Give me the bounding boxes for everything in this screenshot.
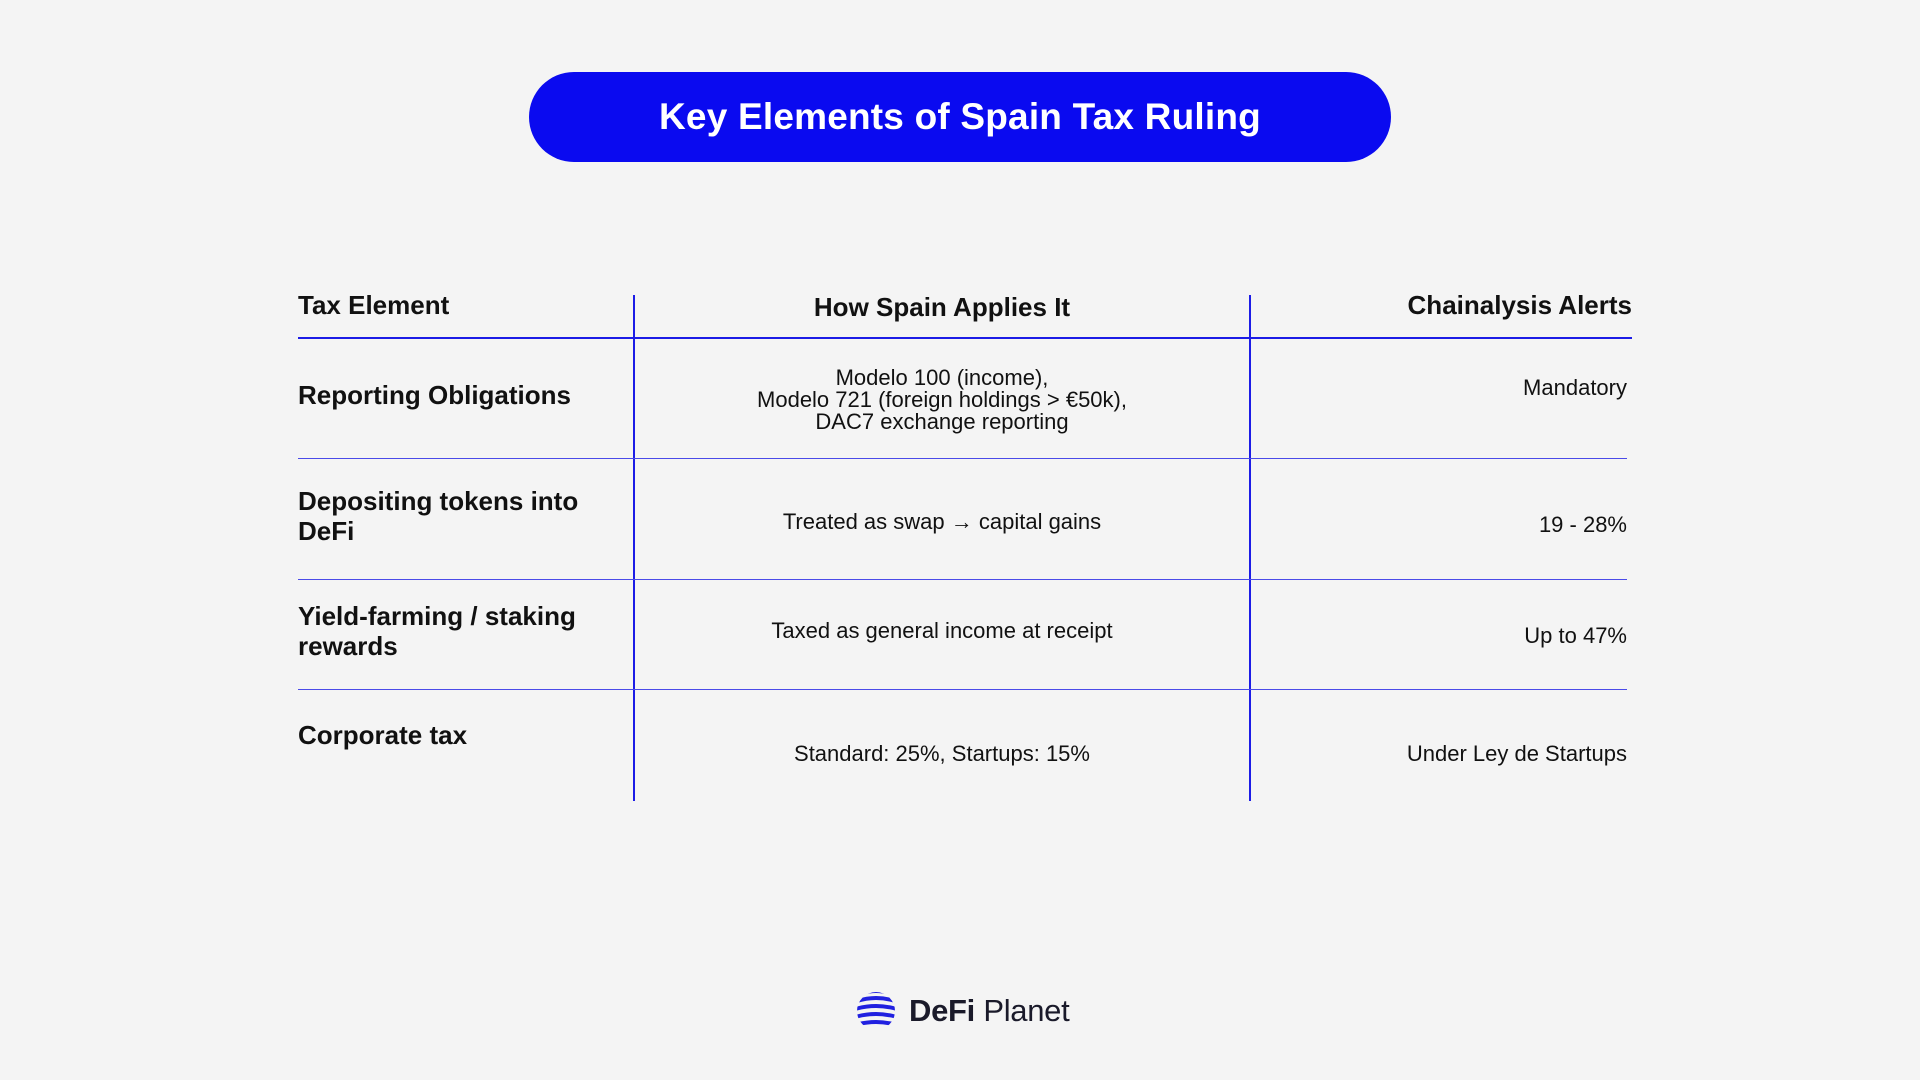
- row-3-application: Taxed as general income at receipt: [771, 618, 1113, 643]
- column-divider-1: [633, 295, 635, 801]
- row-1-application-line-2: Modelo 721 (foreign holdings > €50k),: [757, 387, 1127, 412]
- row-divider-3: [298, 689, 1627, 690]
- row-2-element-line-2: DeFi: [298, 516, 355, 546]
- row-3-element: Yield-farming / staking rewards: [298, 601, 576, 661]
- logo-wordmark: DeFi Planet: [909, 993, 1070, 1029]
- row-3-element-line-2: rewards: [298, 631, 398, 661]
- header-chainalysis-alerts: Chainalysis Alerts: [1407, 290, 1632, 320]
- row-2-application: Treated as swap → capital gains: [782, 509, 1102, 534]
- row-3-alert: Up to 47%: [1524, 623, 1627, 648]
- row-1-application-line-3: DAC7 exchange reporting: [815, 409, 1069, 434]
- row-4-alert: Under Ley de Startups: [1406, 741, 1627, 766]
- row-1-application-line-1: Modelo 100 (income),: [835, 365, 1049, 390]
- page-title: Key Elements of Spain Tax Ruling: [659, 96, 1261, 137]
- row-4-application: Standard: 25%, Startups: 15%: [794, 741, 1090, 766]
- row-1-application: Modelo 100 (income), Modelo 721 (foreign…: [635, 367, 1249, 433]
- row-1-alert: Mandatory: [1523, 375, 1627, 400]
- row-4-element: Corporate tax: [298, 720, 468, 750]
- striped-globe-icon: [857, 992, 895, 1027]
- logo-wordmark-regular: Planet: [983, 993, 1070, 1028]
- tax-table: Tax Element How Spain Applies It Chainal…: [298, 290, 1632, 802]
- header-tax-element: Tax Element: [298, 290, 450, 320]
- row-2-element-line-1: Depositing tokens into: [298, 486, 579, 516]
- row-2-element: Depositing tokens into DeFi: [298, 486, 578, 546]
- header-how-spain-applies: How Spain Applies It: [813, 292, 1071, 322]
- row-divider-2: [298, 579, 1627, 580]
- row-2-alert: 19 - 28%: [1538, 512, 1627, 537]
- defi-planet-logo: DeFi Planet: [855, 990, 1070, 1032]
- row-1-element: Reporting Obligations: [298, 380, 571, 410]
- row-3-element-line-1: Yield-farming / staking: [298, 601, 576, 631]
- title-banner: Key Elements of Spain Tax Ruling: [529, 72, 1391, 162]
- row-divider-1: [298, 458, 1627, 459]
- logo-wordmark-bold: DeFi: [909, 993, 975, 1028]
- header-divider: [298, 337, 1632, 339]
- column-divider-2: [1249, 295, 1251, 801]
